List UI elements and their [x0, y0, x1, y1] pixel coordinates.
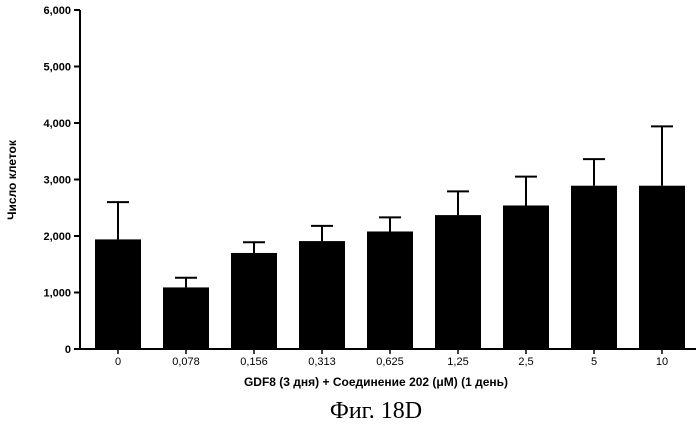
y-tick-label: 6,000	[43, 5, 71, 17]
x-tick-label: 0,313	[308, 356, 336, 368]
x-axis-title: GDF8 (3 дня) + Соединение 202 (μM) (1 де…	[244, 375, 508, 389]
y-tick-label: 4,000	[43, 118, 71, 130]
bar	[639, 185, 685, 349]
x-tick-label: 2,5	[518, 356, 533, 368]
x-tick-label: 0,078	[172, 356, 200, 368]
bar	[231, 252, 277, 349]
error-bars	[107, 125, 673, 288]
bar	[95, 239, 141, 349]
bar	[367, 231, 413, 349]
x-tick-label: 5	[591, 356, 597, 368]
figure-caption: Фиг. 18D	[330, 398, 422, 424]
x-tick-label: 0	[115, 356, 121, 368]
y-tick-label: 0	[65, 344, 71, 356]
x-axis-tick-labels: 0 0,078 0,156 0,313 0,625 1,25 2,5 5 10	[115, 349, 668, 368]
y-tick-label: 2,000	[43, 231, 71, 243]
bar	[503, 205, 549, 349]
bar-series	[95, 185, 685, 349]
x-tick-label: 0,625	[376, 356, 404, 368]
y-tick-label: 5,000	[43, 62, 71, 74]
bar	[435, 215, 481, 349]
y-tick-label: 1,000	[43, 288, 71, 300]
y-axis-title: Число клеток	[5, 139, 19, 220]
y-tick-label: 3,000	[43, 175, 71, 187]
x-tick-label: 0,156	[240, 356, 268, 368]
bar	[299, 241, 345, 349]
x-tick-label: 10	[656, 356, 668, 368]
x-tick-label: 1,25	[447, 356, 468, 368]
bar	[571, 185, 617, 349]
bar	[163, 287, 209, 349]
y-axis-ticks: 0 1,000 2,000 3,000 4,000 5,000 6,000	[43, 5, 80, 356]
